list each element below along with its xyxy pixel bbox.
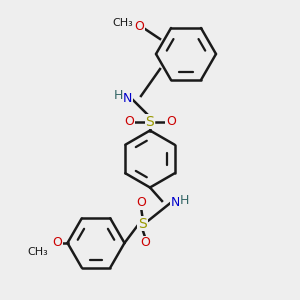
Text: CH₃: CH₃	[112, 17, 133, 28]
Text: H: H	[114, 89, 123, 103]
Text: O: O	[136, 196, 146, 209]
Text: S: S	[138, 217, 147, 230]
Text: O: O	[166, 115, 176, 128]
Text: N: N	[171, 196, 180, 209]
Text: O: O	[141, 236, 150, 250]
Text: N: N	[123, 92, 132, 106]
Text: H: H	[180, 194, 189, 208]
Text: O: O	[124, 115, 134, 128]
Text: CH₃: CH₃	[27, 247, 48, 257]
Text: S: S	[146, 115, 154, 128]
Text: O: O	[52, 236, 62, 250]
Text: O: O	[134, 20, 144, 34]
